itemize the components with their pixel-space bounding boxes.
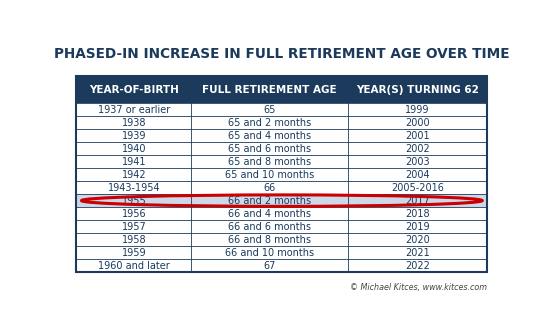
FancyBboxPatch shape [76,77,487,103]
FancyBboxPatch shape [76,207,487,220]
Text: 2004: 2004 [405,170,430,180]
Text: 65 and 6 months: 65 and 6 months [228,144,311,154]
Text: 66: 66 [263,182,276,193]
Text: 1943-1954: 1943-1954 [108,182,160,193]
FancyBboxPatch shape [76,220,487,233]
Text: 2003: 2003 [405,157,430,167]
Text: 1958: 1958 [122,235,146,245]
FancyBboxPatch shape [76,194,487,207]
Text: 65 and 10 months: 65 and 10 months [225,170,314,180]
Text: 1938: 1938 [122,117,146,128]
Text: 1937 or earlier: 1937 or earlier [98,105,170,115]
Text: 1941: 1941 [122,157,146,167]
Text: 2022: 2022 [405,261,430,271]
FancyBboxPatch shape [76,116,487,129]
FancyBboxPatch shape [76,129,487,142]
Text: 2000: 2000 [405,117,430,128]
Text: 1940: 1940 [122,144,146,154]
Text: 66 and 10 months: 66 and 10 months [225,248,314,258]
Text: 2002: 2002 [405,144,430,154]
Text: 1999: 1999 [405,105,430,115]
Text: YEAR-OF-BIRTH: YEAR-OF-BIRTH [89,85,179,95]
Text: 1956: 1956 [122,209,146,218]
Text: PHASED-IN INCREASE IN FULL RETIREMENT AGE OVER TIME: PHASED-IN INCREASE IN FULL RETIREMENT AG… [54,47,510,61]
FancyBboxPatch shape [76,142,487,155]
Text: YEAR(S) TURNING 62: YEAR(S) TURNING 62 [356,85,479,95]
Text: 66 and 4 months: 66 and 4 months [228,209,311,218]
Text: 1939: 1939 [122,131,146,141]
FancyBboxPatch shape [76,168,487,181]
Text: 2019: 2019 [405,222,430,232]
Text: 67: 67 [263,261,276,271]
Text: 2005-2016: 2005-2016 [391,182,444,193]
Text: 66 and 2 months: 66 and 2 months [228,196,311,206]
FancyBboxPatch shape [76,181,487,194]
Text: 1960 and later: 1960 and later [98,261,170,271]
Text: 65 and 8 months: 65 and 8 months [228,157,311,167]
Text: FULL RETIREMENT AGE: FULL RETIREMENT AGE [202,85,337,95]
Text: 1957: 1957 [122,222,146,232]
Text: 2021: 2021 [405,248,430,258]
FancyBboxPatch shape [76,155,487,168]
Text: 65 and 2 months: 65 and 2 months [228,117,311,128]
FancyBboxPatch shape [76,233,487,246]
Text: 1959: 1959 [122,248,146,258]
Text: 2001: 2001 [405,131,430,141]
Text: 65 and 4 months: 65 and 4 months [228,131,311,141]
Text: 1955: 1955 [122,196,146,206]
Text: 2018: 2018 [405,209,430,218]
Text: 2017: 2017 [405,196,430,206]
Text: © Michael Kitces, www.kitces.com: © Michael Kitces, www.kitces.com [350,283,487,292]
Text: 65: 65 [263,105,276,115]
Text: 66 and 6 months: 66 and 6 months [228,222,311,232]
FancyBboxPatch shape [76,103,487,116]
FancyBboxPatch shape [76,259,487,272]
Text: 1942: 1942 [122,170,146,180]
FancyBboxPatch shape [76,246,487,259]
Text: 66 and 8 months: 66 and 8 months [228,235,311,245]
Text: 2020: 2020 [405,235,430,245]
